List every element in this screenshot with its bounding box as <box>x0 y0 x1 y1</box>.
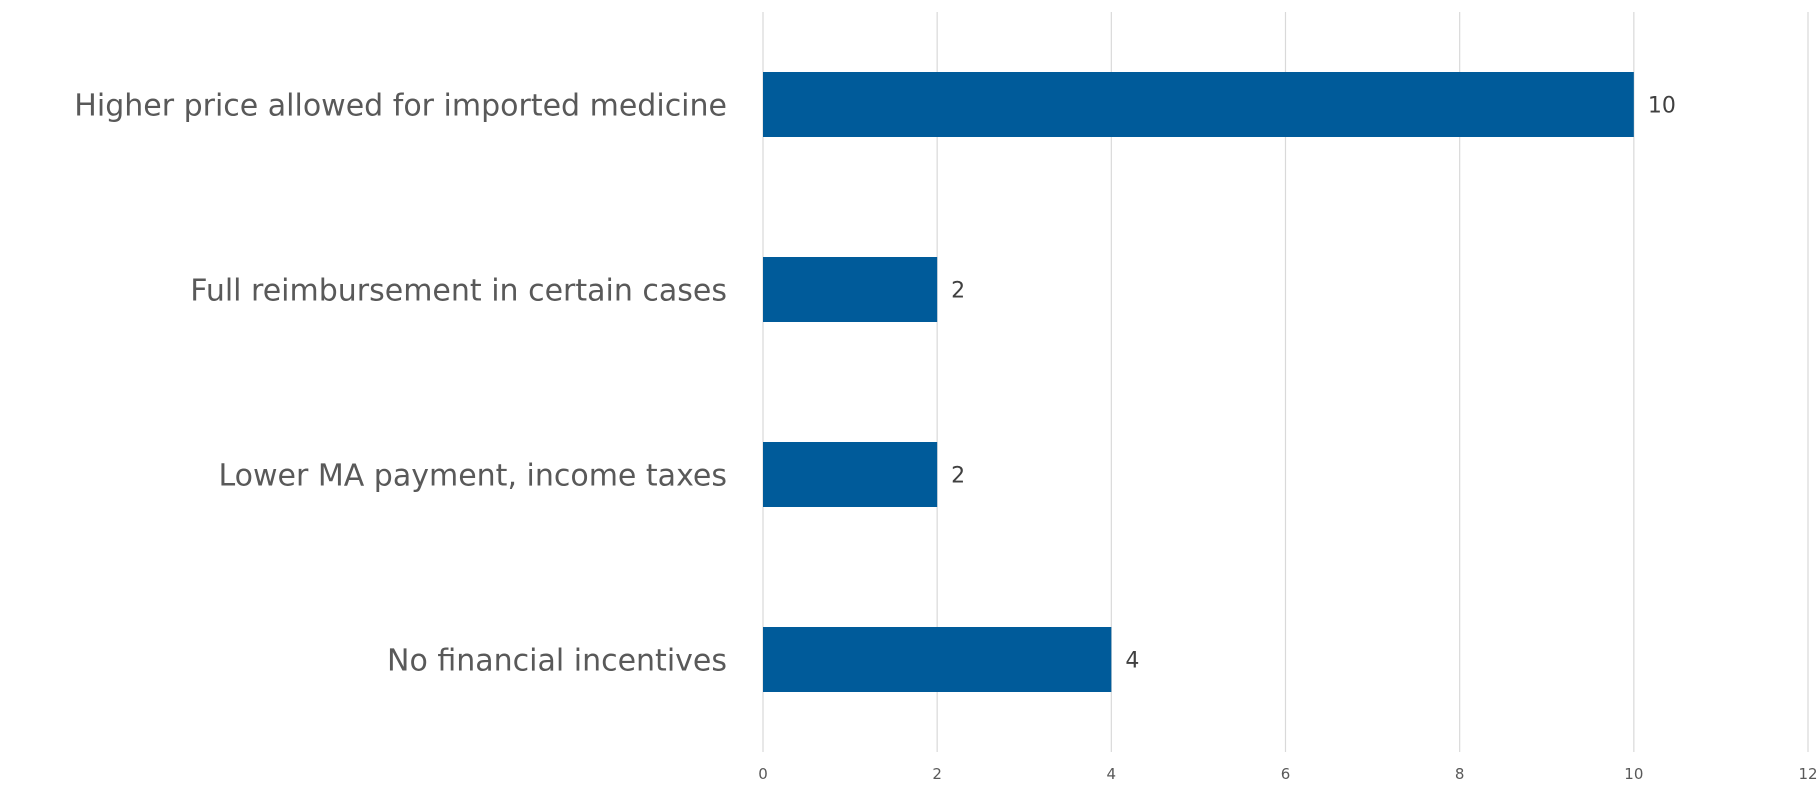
x-tick-label: 10 <box>1624 765 1643 783</box>
data-label: 4 <box>1125 649 1139 674</box>
data-label: 10 <box>1648 94 1676 119</box>
bar <box>763 72 1634 137</box>
category-label: No financial incentives <box>387 644 727 679</box>
x-axis-tick-labels: 0 2 4 6 8 10 12 <box>758 765 1817 783</box>
x-tick-label: 2 <box>932 765 942 783</box>
category-label: Lower MA payment, income taxes <box>218 459 727 494</box>
category-label: Full reimbursement in certain cases <box>190 274 727 309</box>
x-tick-label: 12 <box>1798 765 1817 783</box>
data-label: 2 <box>951 464 965 489</box>
bar <box>763 627 1112 692</box>
x-tick-label: 8 <box>1455 765 1465 783</box>
data-labels: 10 2 2 4 <box>951 94 1676 674</box>
data-label: 2 <box>951 279 965 304</box>
x-tick-label: 6 <box>1281 765 1291 783</box>
bar <box>763 257 938 322</box>
bar <box>763 442 938 507</box>
x-tick-label: 0 <box>758 765 768 783</box>
bars <box>763 72 1634 692</box>
category-labels: Higher price allowed for imported medici… <box>74 89 727 679</box>
category-label: Higher price allowed for imported medici… <box>74 89 727 124</box>
x-tick-label: 4 <box>1107 765 1117 783</box>
